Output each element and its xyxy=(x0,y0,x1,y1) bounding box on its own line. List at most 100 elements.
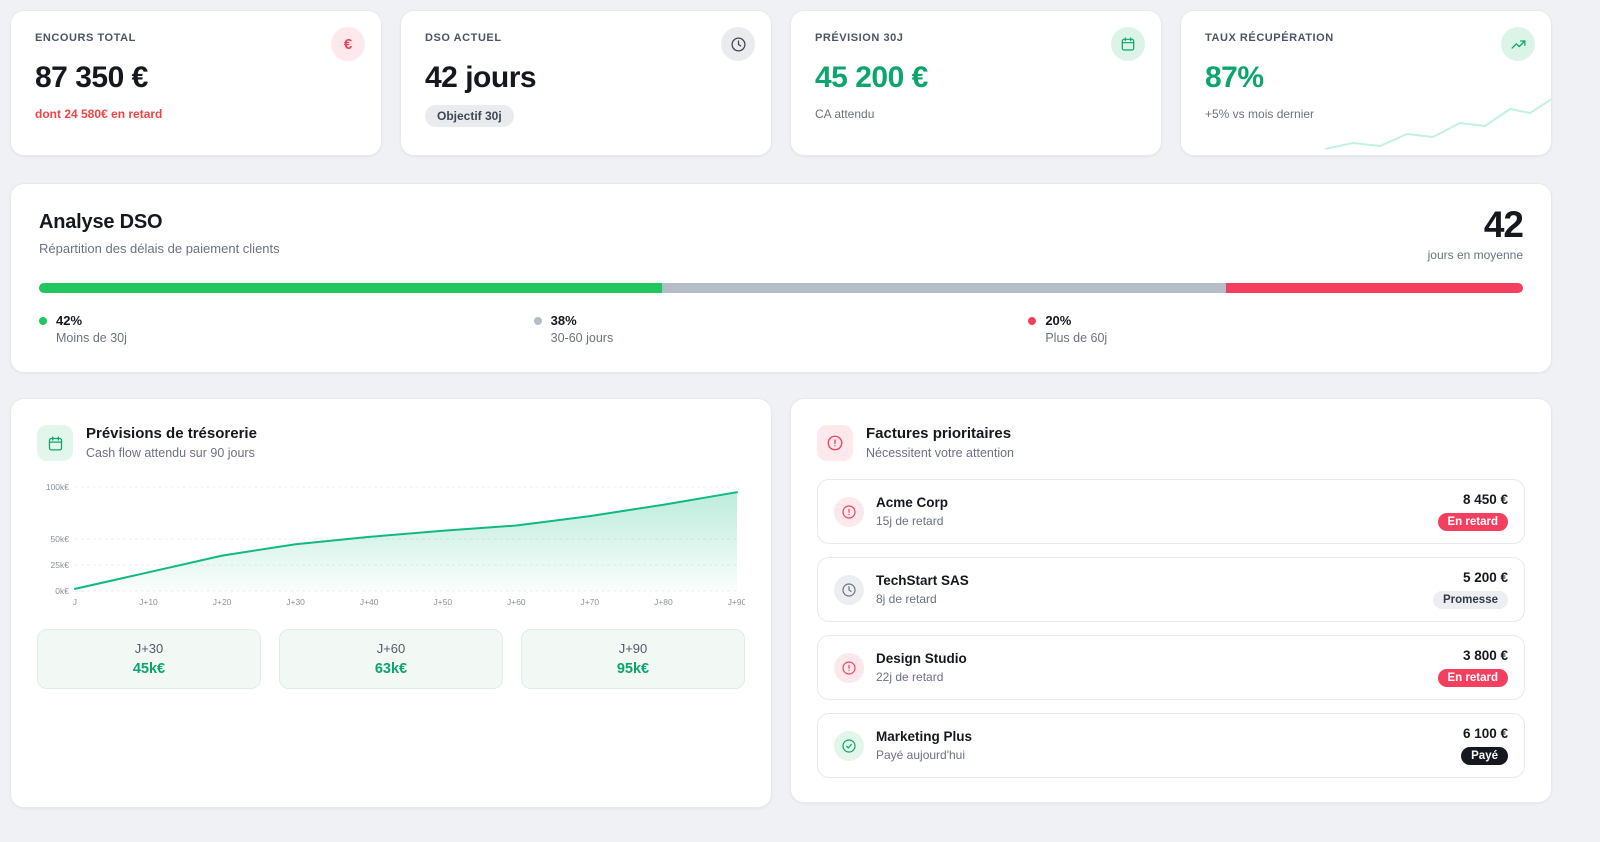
invoice-amount-block: 5 200 € Promesse xyxy=(1433,570,1508,609)
trending-up-icon xyxy=(1501,27,1535,61)
invoice-amount-block: 8 450 € En retard xyxy=(1437,492,1508,531)
panel-subtitle: Nécessitent votre attention xyxy=(866,446,1014,460)
invoice-amount-block: 6 100 € Payé xyxy=(1461,726,1508,765)
panel-header-text: Factures prioritaires Nécessitent votre … xyxy=(866,425,1014,460)
svg-text:J+50: J+50 xyxy=(433,597,452,607)
invoice-info: TechStart SAS 8j de retard xyxy=(876,573,1421,606)
svg-text:J+60: J+60 xyxy=(507,597,526,607)
legend-text: 38% 30-60 jours xyxy=(551,313,614,345)
milestone-j60: J+60 63k€ xyxy=(279,629,503,689)
invoice-client: Marketing Plus xyxy=(876,729,973,744)
invoice-row-acme-corp[interactable]: Acme Corp 15j de retard 8 450 € En retar… xyxy=(817,479,1525,544)
clock-icon xyxy=(834,574,864,605)
kpi-label: PRÉVISION 30J xyxy=(815,32,904,44)
forecast-milestones: J+30 45k€ J+60 63k€ J+90 95k€ xyxy=(37,629,745,689)
euro-icon: € xyxy=(331,27,365,61)
objective-badge: Objectif 30j xyxy=(425,105,514,127)
kpi-label: ENCOURS TOTAL xyxy=(35,32,136,44)
kpi-card-taux-recuperation: TAUX RÉCUPÉRATION 87% +5% vs mois dernie… xyxy=(1180,10,1552,156)
invoice-row-design-studio[interactable]: Design Studio 22j de retard 3 800 € En r… xyxy=(817,635,1525,700)
dso-segment-over60 xyxy=(1226,283,1523,293)
kpi-subtext: CA attendu xyxy=(815,107,875,121)
milestone-label: J+30 xyxy=(134,641,164,656)
invoice-client: Acme Corp xyxy=(876,495,949,510)
status-badge: En retard xyxy=(1437,669,1508,687)
legend-pct: 20% xyxy=(1045,313,1072,328)
dso-average-label: jours en moyenne xyxy=(1427,248,1523,262)
legend-pct: 38% xyxy=(550,313,577,328)
kpi-label: DSO ACTUEL xyxy=(425,32,502,44)
invoice-info: Acme Corp 15j de retard xyxy=(876,495,1426,528)
dso-legend: 42% Moins de 30j 38% 30-60 jours 20% Plu… xyxy=(39,313,1523,345)
alert-circle-icon xyxy=(817,425,853,461)
legend-item-over60: 20% Plus de 60j xyxy=(1028,313,1523,345)
invoice-info: Design Studio 22j de retard xyxy=(876,651,1426,684)
milestone-value: 63k€ xyxy=(374,661,408,677)
alert-circle-icon xyxy=(834,496,864,527)
svg-text:J+90: J+90 xyxy=(728,597,745,607)
invoice-row-techstart-sas[interactable]: TechStart SAS 8j de retard 5 200 € Prome… xyxy=(817,557,1525,622)
calendar-icon xyxy=(1111,27,1145,61)
invoice-amount-block: 3 800 € En retard xyxy=(1437,648,1508,687)
kpi-card-prevision-30j: PRÉVISION 30J 45 200 € CA attendu xyxy=(790,10,1162,156)
invoice-client: Design Studio xyxy=(876,651,967,666)
legend-dot-green xyxy=(39,317,47,325)
cashflow-chart-area: 0k€ 25k€ 50k€ 100k€ J J+10 J+20 J+30 J+40 J+50 J+6… xyxy=(37,477,745,609)
dso-average-value: 42 xyxy=(1483,204,1524,245)
clock-icon xyxy=(721,27,755,61)
svg-text:100k€: 100k€ xyxy=(46,482,69,492)
legend-pct: 42% xyxy=(56,313,83,328)
dso-average: 42 jours en moyenne xyxy=(1427,204,1524,262)
kpi-value: 87% xyxy=(1205,61,1264,94)
section-title: Analyse DSO xyxy=(39,211,163,233)
invoice-row-marketing-plus[interactable]: Marketing Plus Payé aujourd'hui 6 100 € … xyxy=(817,713,1525,778)
invoice-amount: 3 800 € xyxy=(1462,648,1508,663)
svg-text:J+30: J+30 xyxy=(286,597,305,607)
invoice-list: Acme Corp 15j de retard 8 450 € En retar… xyxy=(817,479,1525,778)
legend-item-30-60: 38% 30-60 jours xyxy=(533,313,1029,345)
panel-title: Prévisions de trésorerie xyxy=(86,425,257,442)
legend-dot-red xyxy=(1028,317,1037,325)
svg-text:J+40: J+40 xyxy=(360,597,379,607)
svg-text:0k€: 0k€ xyxy=(55,586,69,596)
dashboard-page: ENCOURS TOTAL € 87 350 € dont 24 580€ en… xyxy=(10,10,1552,808)
panel-header: Prévisions de trésorerie Cash flow atten… xyxy=(37,425,745,461)
kpi-value: 45 200 € xyxy=(815,61,928,94)
invoice-detail: 15j de retard xyxy=(876,514,944,528)
dso-analysis-card: Analyse DSO Répartition des délais de pa… xyxy=(10,183,1552,373)
euro-glyph: € xyxy=(343,35,353,53)
invoice-amount: 6 100 € xyxy=(1462,726,1508,741)
dso-distribution-bar xyxy=(39,283,1523,293)
panel-title: Factures prioritaires xyxy=(866,425,1012,442)
sparkline xyxy=(1325,98,1551,150)
svg-text:J+70: J+70 xyxy=(581,597,600,607)
section-subtitle: Répartition des délais de paiement clien… xyxy=(39,241,280,256)
panel-header: Factures prioritaires Nécessitent votre … xyxy=(817,425,1525,461)
legend-item-under30: 42% Moins de 30j xyxy=(39,313,534,345)
status-badge: En retard xyxy=(1437,513,1508,531)
invoice-detail: 22j de retard xyxy=(876,670,944,684)
milestone-j30: J+30 45k€ xyxy=(37,629,261,689)
svg-text:25k€: 25k€ xyxy=(51,560,70,570)
kpi-row: ENCOURS TOTAL € 87 350 € dont 24 580€ en… xyxy=(10,10,1552,156)
svg-text:J: J xyxy=(73,597,77,607)
milestone-label: J+90 xyxy=(618,641,648,656)
invoice-amount: 8 450 € xyxy=(1462,492,1508,507)
kpi-label: TAUX RÉCUPÉRATION xyxy=(1205,32,1334,44)
legend-dot-gray xyxy=(533,317,542,325)
invoice-detail: Payé aujourd'hui xyxy=(876,748,966,762)
dso-segment-30-60 xyxy=(662,283,1227,293)
calendar-icon xyxy=(37,425,73,461)
cashflow-chart: 0k€ 25k€ 50k€ 100k€ J J+10 J+20 J+30 J+40 J+50 J+6… xyxy=(46,482,745,607)
invoice-detail: 8j de retard xyxy=(876,592,937,606)
milestone-value: 45k€ xyxy=(132,661,166,677)
panel-subtitle: Cash flow attendu sur 90 jours xyxy=(86,446,255,460)
legend-text: 20% Plus de 60j xyxy=(1045,313,1107,345)
status-badge: Promesse xyxy=(1433,591,1508,609)
cashflow-forecast-card: Prévisions de trésorerie Cash flow atten… xyxy=(10,398,772,808)
invoice-info: Marketing Plus Payé aujourd'hui xyxy=(876,729,1449,762)
panel-header-text: Prévisions de trésorerie Cash flow atten… xyxy=(86,425,257,460)
legend-text: 42% Moins de 30j xyxy=(56,313,127,345)
kpi-subtext-overdue: dont 24 580€ en retard xyxy=(35,107,163,121)
milestone-label: J+60 xyxy=(376,641,406,656)
